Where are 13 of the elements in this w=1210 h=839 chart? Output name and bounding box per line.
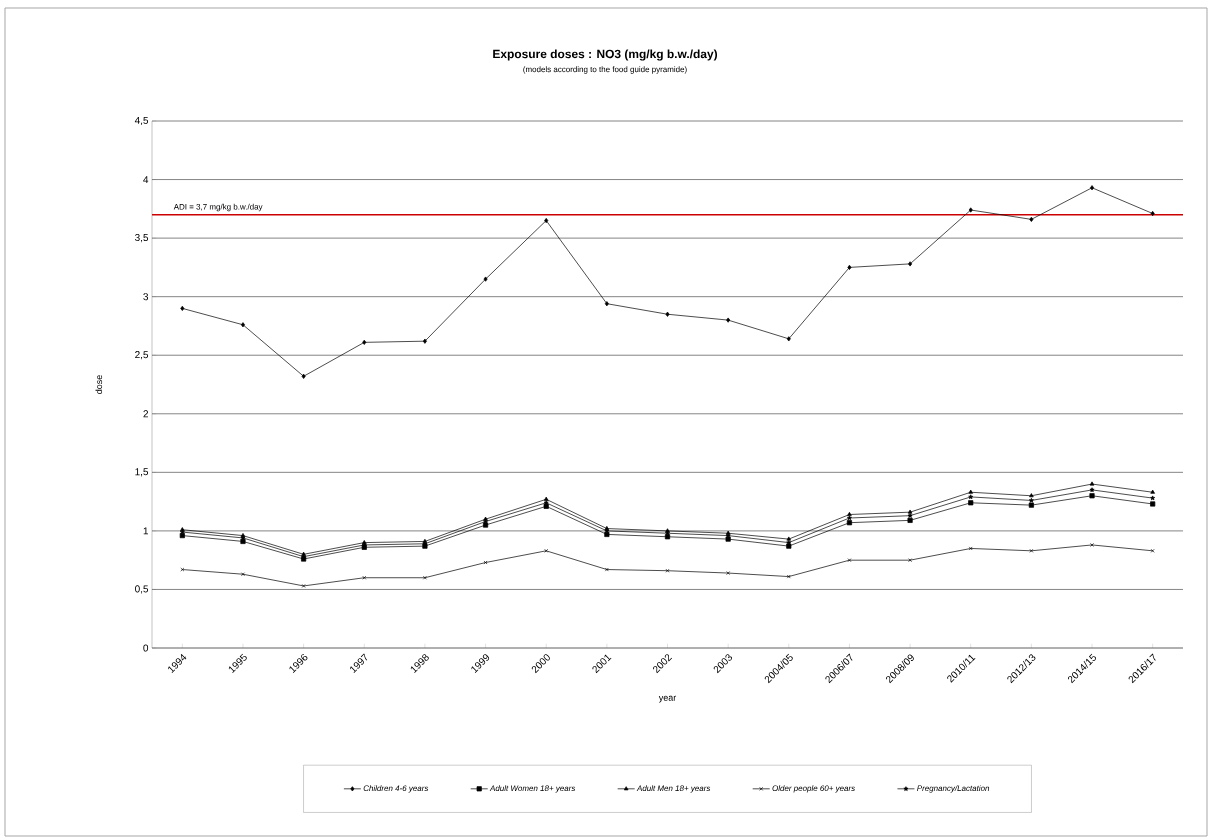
y-tick-label: 1 [143,527,149,535]
y-tick-label: 0 [143,644,149,652]
x-axis-title: year [658,695,677,703]
y-tick-label: 3,5 [135,234,149,243]
y-tick-label: 3 [143,293,149,301]
y-tick-label: 2,5 [135,351,149,360]
y-tick-label: 4 [143,176,149,183]
y-tick-label: 0,5 [135,585,149,594]
y-tick-label: 2 [143,410,148,418]
chart-title: Exposure doses : NO3 (mg/kg b.w./day) [493,49,718,61]
y-tick-label: 4,5 [134,116,149,126]
y-axis-title: dose [95,375,103,394]
y-tick-label: 1,5 [135,468,149,477]
